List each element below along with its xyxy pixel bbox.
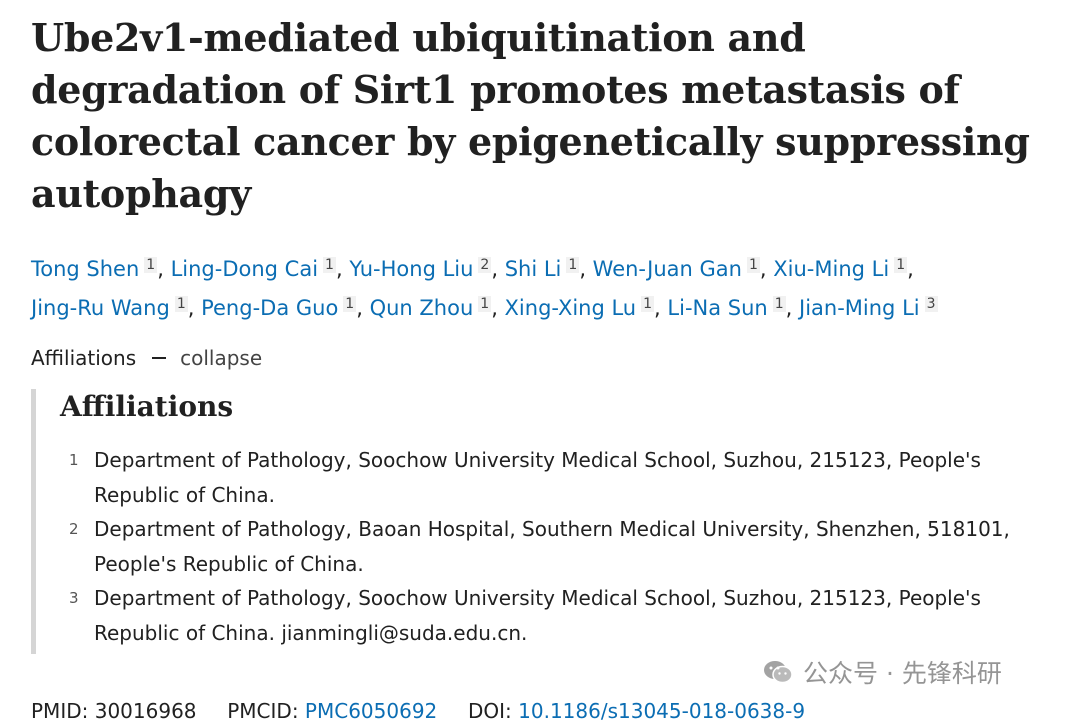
author-item: Tong Shen 1, (31, 257, 171, 281)
affiliation-item: 1 Department of Pathology, Soochow Unive… (60, 443, 1061, 512)
affiliation-ref[interactable]: 1 (174, 296, 188, 312)
author-item: Xing-Xing Lu 1, (504, 296, 668, 320)
affiliation-ref[interactable]: 1 (144, 257, 158, 273)
author-item: Yu-Hong Liu 2, (349, 257, 505, 281)
affiliation-text: Department of Pathology, Soochow Univers… (94, 448, 981, 507)
collapse-link[interactable]: collapse (180, 346, 263, 370)
author-item: Peng-Da Guo 1, (201, 296, 370, 320)
article-title: Ube2v1-mediated ubiquitination and degra… (31, 15, 1030, 216)
watermark: 公众号 · 先锋科研 (763, 654, 1002, 690)
affiliations-heading: Affiliations (60, 390, 234, 423)
affiliation-ref[interactable]: 1 (747, 257, 760, 273)
affiliations-panel: Affiliations 1 Department of Pathology, … (31, 389, 1061, 654)
article-header: Ube2v1-mediated ubiquitination and degra… (31, 12, 1061, 726)
pmcid-link[interactable]: PMC6050692 (304, 699, 438, 723)
author-item: Xiu-Ming Li 1, (773, 257, 914, 281)
affiliation-number: 2 (69, 520, 79, 538)
affiliations-toggle-label: Affiliations (31, 346, 137, 370)
affiliation-text: Department of Pathology, Baoan Hospital,… (94, 517, 1010, 576)
author-item: Shi Li 1, (504, 257, 593, 281)
affiliation-ref[interactable]: 1 (641, 296, 655, 312)
affiliation-ref[interactable]: 1 (894, 257, 908, 273)
author-item: Jian-Ming Li 3 (799, 296, 938, 320)
affiliation-ref[interactable]: 3 (924, 296, 938, 312)
article-identifiers: PMID: 30016968 PMCID: PMC6050692 DOI: 10… (31, 696, 1061, 726)
author-link[interactable]: Yu-Hong Liu (349, 257, 474, 281)
affiliation-ref[interactable]: 1 (772, 296, 786, 312)
affiliation-ref[interactable]: 1 (343, 296, 357, 312)
watermark-text: 公众号 · 先锋科研 (803, 659, 1002, 688)
author-item: Qun Zhou 1, (369, 296, 505, 320)
author-link[interactable]: Qun Zhou (369, 296, 474, 320)
author-link[interactable]: Peng-Da Guo (201, 296, 339, 320)
author-item: Li-Na Sun 1, (667, 296, 800, 320)
doi-label: DOI: (468, 699, 512, 723)
affiliation-number: 1 (69, 451, 79, 469)
author-item: Ling-Dong Cai 1, (170, 257, 350, 281)
author-link[interactable]: Jing-Ru Wang (31, 296, 170, 320)
pmid-label: PMID: (31, 699, 89, 723)
author-link[interactable]: Shi Li (504, 257, 562, 281)
author-link[interactable]: Li-Na Sun (667, 296, 768, 320)
affiliation-ref[interactable]: 1 (566, 257, 580, 273)
wechat-icon (764, 661, 793, 684)
affiliation-ref[interactable]: 1 (323, 257, 336, 273)
affiliation-number: 3 (69, 589, 79, 607)
affiliation-item: 3 Department of Pathology, Soochow Unive… (60, 581, 1061, 650)
affiliation-ref[interactable]: 2 (478, 257, 492, 273)
author-item: Wen-Juan Gan 1, (592, 257, 774, 281)
affiliation-item: 2 Department of Pathology, Baoan Hospita… (60, 512, 1061, 581)
doi-link[interactable]: 10.1186/s13045-018-0638-9 (518, 699, 806, 723)
author-item: Jing-Ru Wang 1, (31, 296, 202, 320)
pmcid-label: PMCID: (227, 699, 299, 723)
author-link[interactable]: Wen-Juan Gan (592, 257, 742, 281)
author-link[interactable]: Jian-Ming Li (799, 296, 920, 320)
affiliations-toggle[interactable]: Affiliations collapse (31, 343, 1061, 373)
author-link[interactable]: Xiu-Ming Li (773, 257, 890, 281)
author-link[interactable]: Xing-Xing Lu (504, 296, 637, 320)
author-link[interactable]: Tong Shen (31, 257, 140, 281)
affiliations-list: 1 Department of Pathology, Soochow Unive… (60, 443, 1061, 650)
pmid-value: 30016968 (94, 699, 197, 723)
author-list: Tong Shen 1, Ling-Dong Cai 1, Yu-Hong Liu 2… (31, 248, 1061, 326)
collapse-dash-icon (152, 357, 167, 359)
affiliation-ref[interactable]: 1 (478, 296, 492, 312)
author-link[interactable]: Ling-Dong Cai (170, 257, 319, 281)
affiliation-text: Department of Pathology, Soochow Univers… (94, 586, 981, 645)
